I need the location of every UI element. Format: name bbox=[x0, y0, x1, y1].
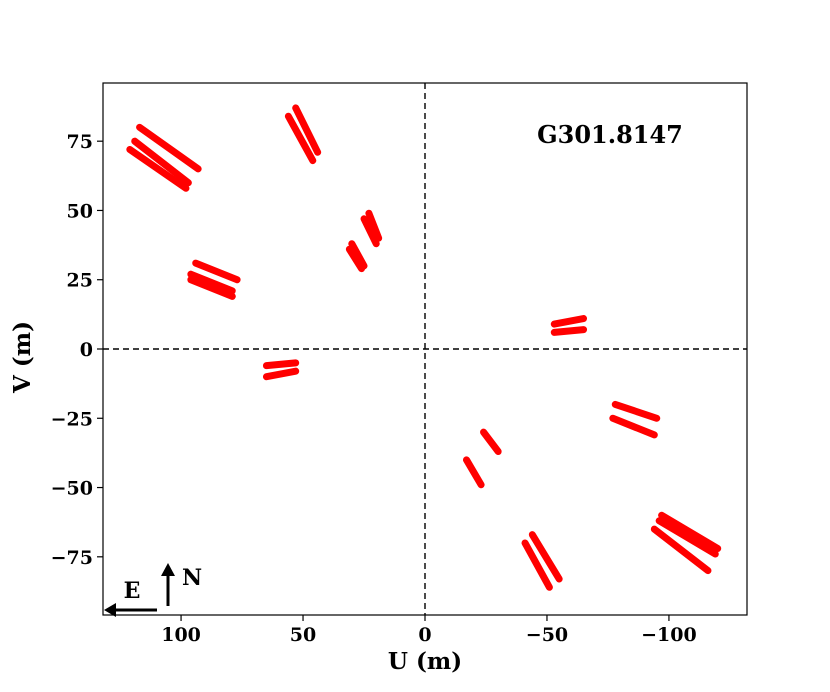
uv-track-9 bbox=[345, 245, 366, 273]
uv-track-16 bbox=[550, 326, 588, 336]
uv-track-12 bbox=[187, 276, 236, 300]
uv-track-4 bbox=[292, 104, 322, 156]
uv-track-6 bbox=[365, 209, 383, 242]
uv-track-8 bbox=[348, 240, 368, 270]
north-label: N bbox=[182, 565, 202, 591]
uv-track-17 bbox=[611, 400, 661, 422]
uv-tracks bbox=[126, 104, 722, 591]
compass: E N bbox=[104, 563, 202, 617]
uv-track-22 bbox=[521, 539, 553, 591]
y-tick-label: −75 bbox=[51, 547, 93, 569]
y-tick-label: −25 bbox=[51, 408, 93, 430]
x-tick-label: −50 bbox=[526, 624, 568, 646]
uv-track-18 bbox=[609, 414, 658, 439]
uv-track-20 bbox=[462, 456, 485, 489]
uv-track-2 bbox=[131, 137, 192, 187]
uv-track-21 bbox=[528, 531, 563, 583]
uv-track-1 bbox=[136, 123, 202, 173]
x-tick-label: 100 bbox=[161, 624, 201, 646]
uv-track-25 bbox=[650, 525, 712, 575]
uv-track-7 bbox=[360, 215, 380, 248]
axis-ticks: 100 50 0 −50 −100 75 50 25 0 −25 −50 −75 bbox=[51, 131, 697, 646]
x-tick-label: −100 bbox=[641, 624, 697, 646]
x-tick-label: 50 bbox=[290, 624, 316, 646]
y-tick-label: 50 bbox=[67, 200, 93, 222]
uv-track-13 bbox=[262, 359, 300, 370]
uv-track-15 bbox=[550, 315, 588, 328]
x-axis-label: U (m) bbox=[388, 648, 462, 675]
source-annotation: G301.8147 bbox=[537, 120, 683, 149]
y-tick-label: 75 bbox=[67, 131, 93, 153]
y-tick-label: −50 bbox=[51, 478, 93, 500]
east-label: E bbox=[124, 578, 141, 604]
east-arrow-icon bbox=[104, 603, 116, 617]
uv-track-10 bbox=[192, 259, 241, 284]
north-arrow-icon bbox=[161, 563, 175, 576]
y-tick-label: 0 bbox=[80, 339, 93, 361]
uv-track-14 bbox=[262, 367, 300, 381]
uv-track-3 bbox=[126, 146, 190, 192]
uv-track-23 bbox=[658, 511, 722, 552]
uv-track-5 bbox=[284, 112, 317, 165]
uv-track-19 bbox=[480, 428, 502, 456]
y-tick-label: 25 bbox=[67, 270, 93, 292]
uv-track-11 bbox=[187, 270, 236, 295]
uv-track-24 bbox=[655, 517, 719, 558]
x-tick-label: 0 bbox=[418, 624, 431, 646]
y-axis-label: V (m) bbox=[9, 321, 36, 394]
